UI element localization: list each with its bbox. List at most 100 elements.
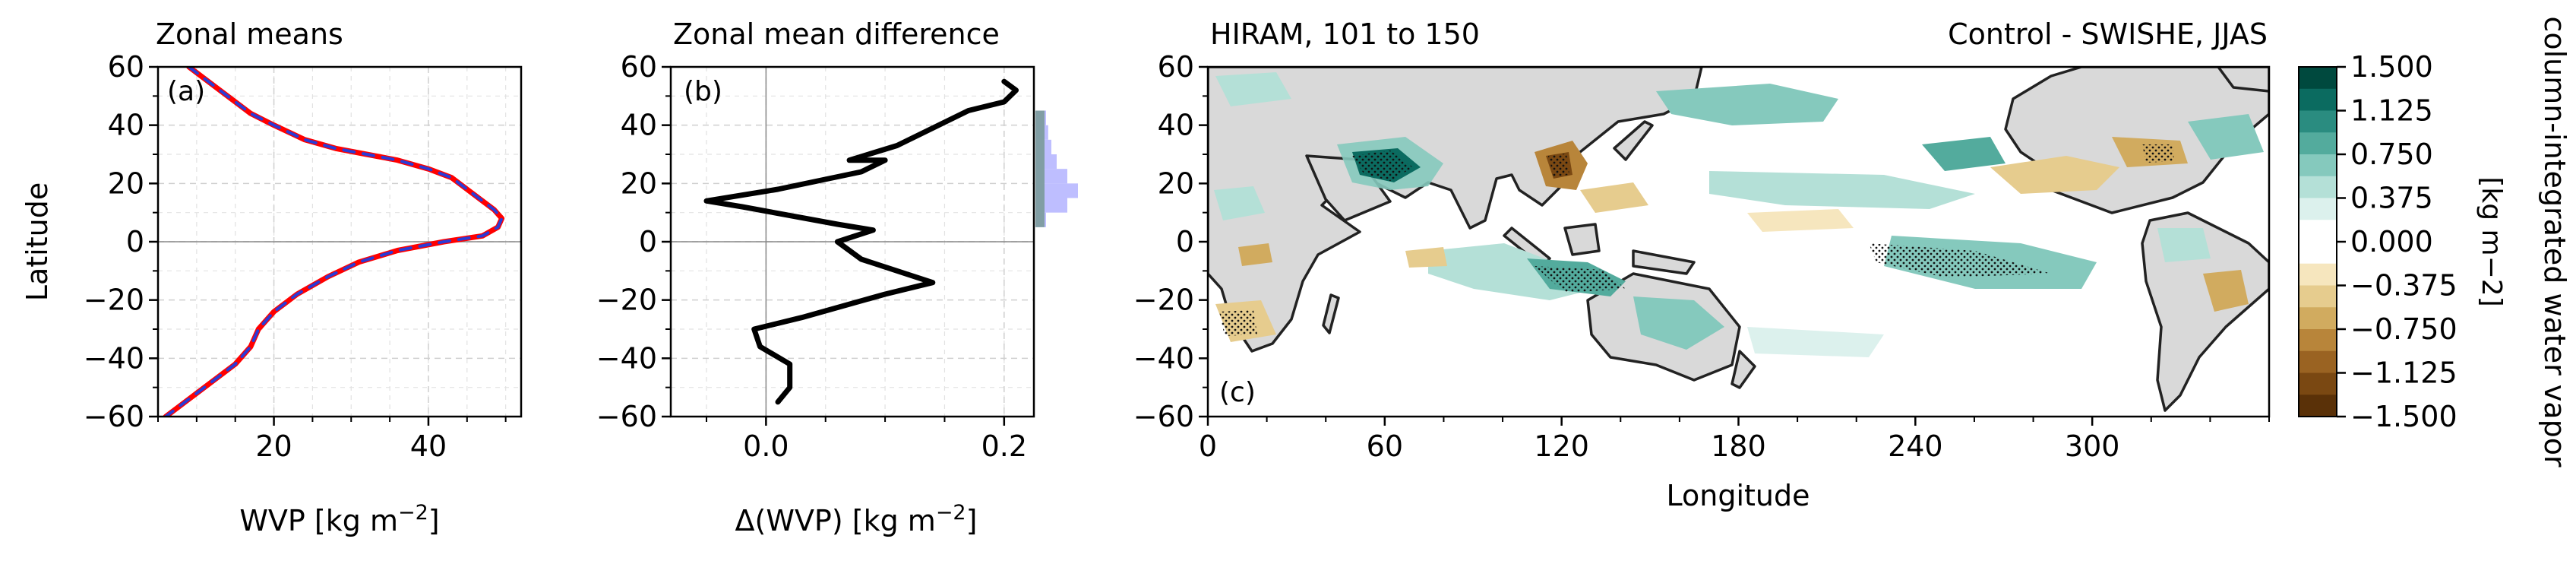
panel-c-ytick-label: 20 — [1158, 166, 1194, 200]
panel-c-xtick-label: 0 — [1199, 429, 1217, 463]
stipple-maritime — [1535, 266, 1626, 293]
colorbar-block — [2299, 263, 2337, 287]
panel-c-ytick-label: 40 — [1158, 109, 1194, 142]
anomaly-pos-south — [1747, 327, 1884, 357]
colorbar-block — [2299, 198, 2337, 220]
panel-a-ytick-label: −20 — [84, 284, 144, 317]
panel-a-ytick-label: 20 — [108, 166, 144, 200]
panel-b-ytick-label: −60 — [596, 400, 657, 433]
land-borneo — [1563, 223, 1601, 256]
colorbar-block — [2299, 176, 2337, 199]
land-greenland — [2217, 67, 2269, 93]
colorbar-block — [2299, 395, 2337, 417]
panel-a-ytick-label: −40 — [84, 341, 144, 375]
colorbar: 1.500 1.125 0.750 0.375 0.000 −0.375 −0.750 −1.… — [2298, 16, 2571, 468]
colorbar-block — [2299, 154, 2337, 177]
panel-a-ytick-label: 40 — [108, 109, 144, 142]
colorbar-ticks: 1.500 1.125 0.750 0.375 0.000 −0.375 −0.750 −1.… — [2337, 50, 2457, 433]
panel-b-xlabel-sup: −2 — [936, 501, 966, 525]
stipple-india — [1352, 151, 1413, 181]
colorbar-block — [2299, 220, 2337, 242]
panel-b-ytick-label: 20 — [621, 166, 657, 200]
anomaly-pos-australia — [1633, 296, 1724, 350]
anomaly-pos-nw — [1215, 72, 1291, 106]
colorbar-tick-label: −0.750 — [2350, 312, 2457, 346]
panel-b-ytick-label: 60 — [621, 50, 657, 84]
stipple-africa — [1219, 310, 1257, 336]
anomaly-pos-samerica — [2157, 228, 2211, 262]
panel-a-ytick-label: 60 — [108, 50, 144, 84]
stipple-caribbean — [2142, 144, 2174, 163]
panel-a-ticks: 60 40 20 0 −20 −40 −60 20 40 — [84, 50, 507, 463]
anomaly-pos-natl — [2188, 114, 2264, 160]
colorbar-block — [2299, 132, 2337, 155]
anomaly-neg-wpac — [1580, 182, 1648, 213]
panel-b-letter: (b) — [684, 76, 722, 107]
panel-c-xtick-label: 240 — [1888, 429, 1943, 463]
colorbar-tick-label: 1.500 — [2350, 50, 2433, 84]
colorbar-block — [2299, 329, 2337, 352]
histogram-bar — [1035, 183, 1078, 198]
colorbar-blocks — [2299, 67, 2337, 417]
colorbar-tick-label: 0.000 — [2350, 225, 2433, 258]
colorbar-block — [2299, 242, 2337, 265]
panel-b-xlabel-end: ] — [966, 504, 978, 537]
panel-a-title: Zonal means — [156, 17, 343, 51]
panel-c-ytick-label: −60 — [1133, 400, 1194, 433]
panel-a-ytick-label: 0 — [126, 225, 144, 258]
panel-a-xlabel-end: ] — [428, 504, 440, 537]
colorbar-block — [2299, 67, 2337, 90]
colorbar-tick-label: −1.125 — [2350, 357, 2457, 390]
panel-b: 60 40 20 0 −20 −40 −60 0.0 0.2 Zonal mean differ… — [596, 17, 1078, 537]
panel-c-xtick-label: 60 — [1367, 429, 1403, 463]
panel-c-ytick-label: 0 — [1176, 225, 1194, 258]
colorbar-label: column-integrated water vapor — [2538, 16, 2571, 468]
anomaly-pos-pacific-mid — [1709, 171, 1975, 209]
panel-c-title-right: Control - SWISHE, JJAS — [1948, 17, 2268, 51]
land-madagascar — [1322, 293, 1340, 334]
colorbar-block — [2299, 88, 2337, 112]
panel-b-xlabel-main: Δ(WVP) [kg m — [735, 504, 936, 537]
anomaly-pos-pacific-sub — [1922, 137, 2005, 171]
map-anomalies — [1214, 72, 2264, 357]
colorbar-tick-label: −0.375 — [2350, 269, 2457, 303]
panel-c-xtick-label: 300 — [2065, 429, 2120, 463]
panel-b-ytick-label: 40 — [621, 109, 657, 142]
colorbar-block — [2299, 307, 2337, 330]
panel-b-series-line-0 — [703, 78, 1019, 405]
panel-a-xlabel-sup: −2 — [398, 501, 428, 525]
colorbar-tick-label: −1.500 — [2350, 400, 2457, 433]
colorbar-tick-label: 0.375 — [2350, 182, 2433, 215]
panel-a-xlabel: WVP [kg m−2] — [239, 501, 439, 537]
anomaly-pos-pacific-n — [1656, 84, 1838, 125]
panel-c-ytick-label: −20 — [1133, 284, 1194, 317]
colorbar-block — [2299, 372, 2337, 395]
panel-b-ticks: 60 40 20 0 −20 −40 −60 0.0 0.2 — [596, 50, 1027, 463]
panel-c-title-left: HIRAM, 101 to 150 — [1210, 17, 1480, 51]
panel-b-xtick-label: 0.0 — [743, 429, 789, 463]
panel-b-xlabel: Δ(WVP) [kg m−2] — [735, 501, 978, 537]
panel-a: 60 40 20 0 −20 −40 −60 20 40 Zonal means (a) Lat… — [21, 17, 523, 537]
colorbar-block — [2299, 110, 2337, 133]
histogram-overlay — [1035, 110, 1045, 227]
panel-b-series — [703, 78, 1019, 405]
stipple-sepac — [1869, 243, 2051, 277]
panel-a-series-line-1 — [164, 67, 504, 417]
land-south-america — [2141, 211, 2269, 412]
colorbar-tick-label: 0.750 — [2350, 138, 2433, 171]
panel-b-ytick-label: −40 — [596, 341, 657, 375]
map-layers — [1208, 67, 2269, 412]
colorbar-block — [2299, 285, 2337, 308]
panel-c-xtick-label: 180 — [1711, 429, 1766, 463]
panel-a-xtick-label: 20 — [255, 429, 292, 463]
land-japan — [1613, 120, 1654, 161]
panel-a-ytick-label: −60 — [84, 400, 144, 433]
anomaly-pos-africa-w — [1214, 186, 1265, 220]
panel-a-ylabel: Latitude — [21, 182, 54, 301]
panel-c-ytick-label: −40 — [1133, 341, 1194, 375]
anomaly-neg-mid-pac — [1747, 209, 1854, 232]
land-new-zealand — [1731, 350, 1756, 389]
colorbar-units: [kg m−2] — [2476, 176, 2507, 306]
